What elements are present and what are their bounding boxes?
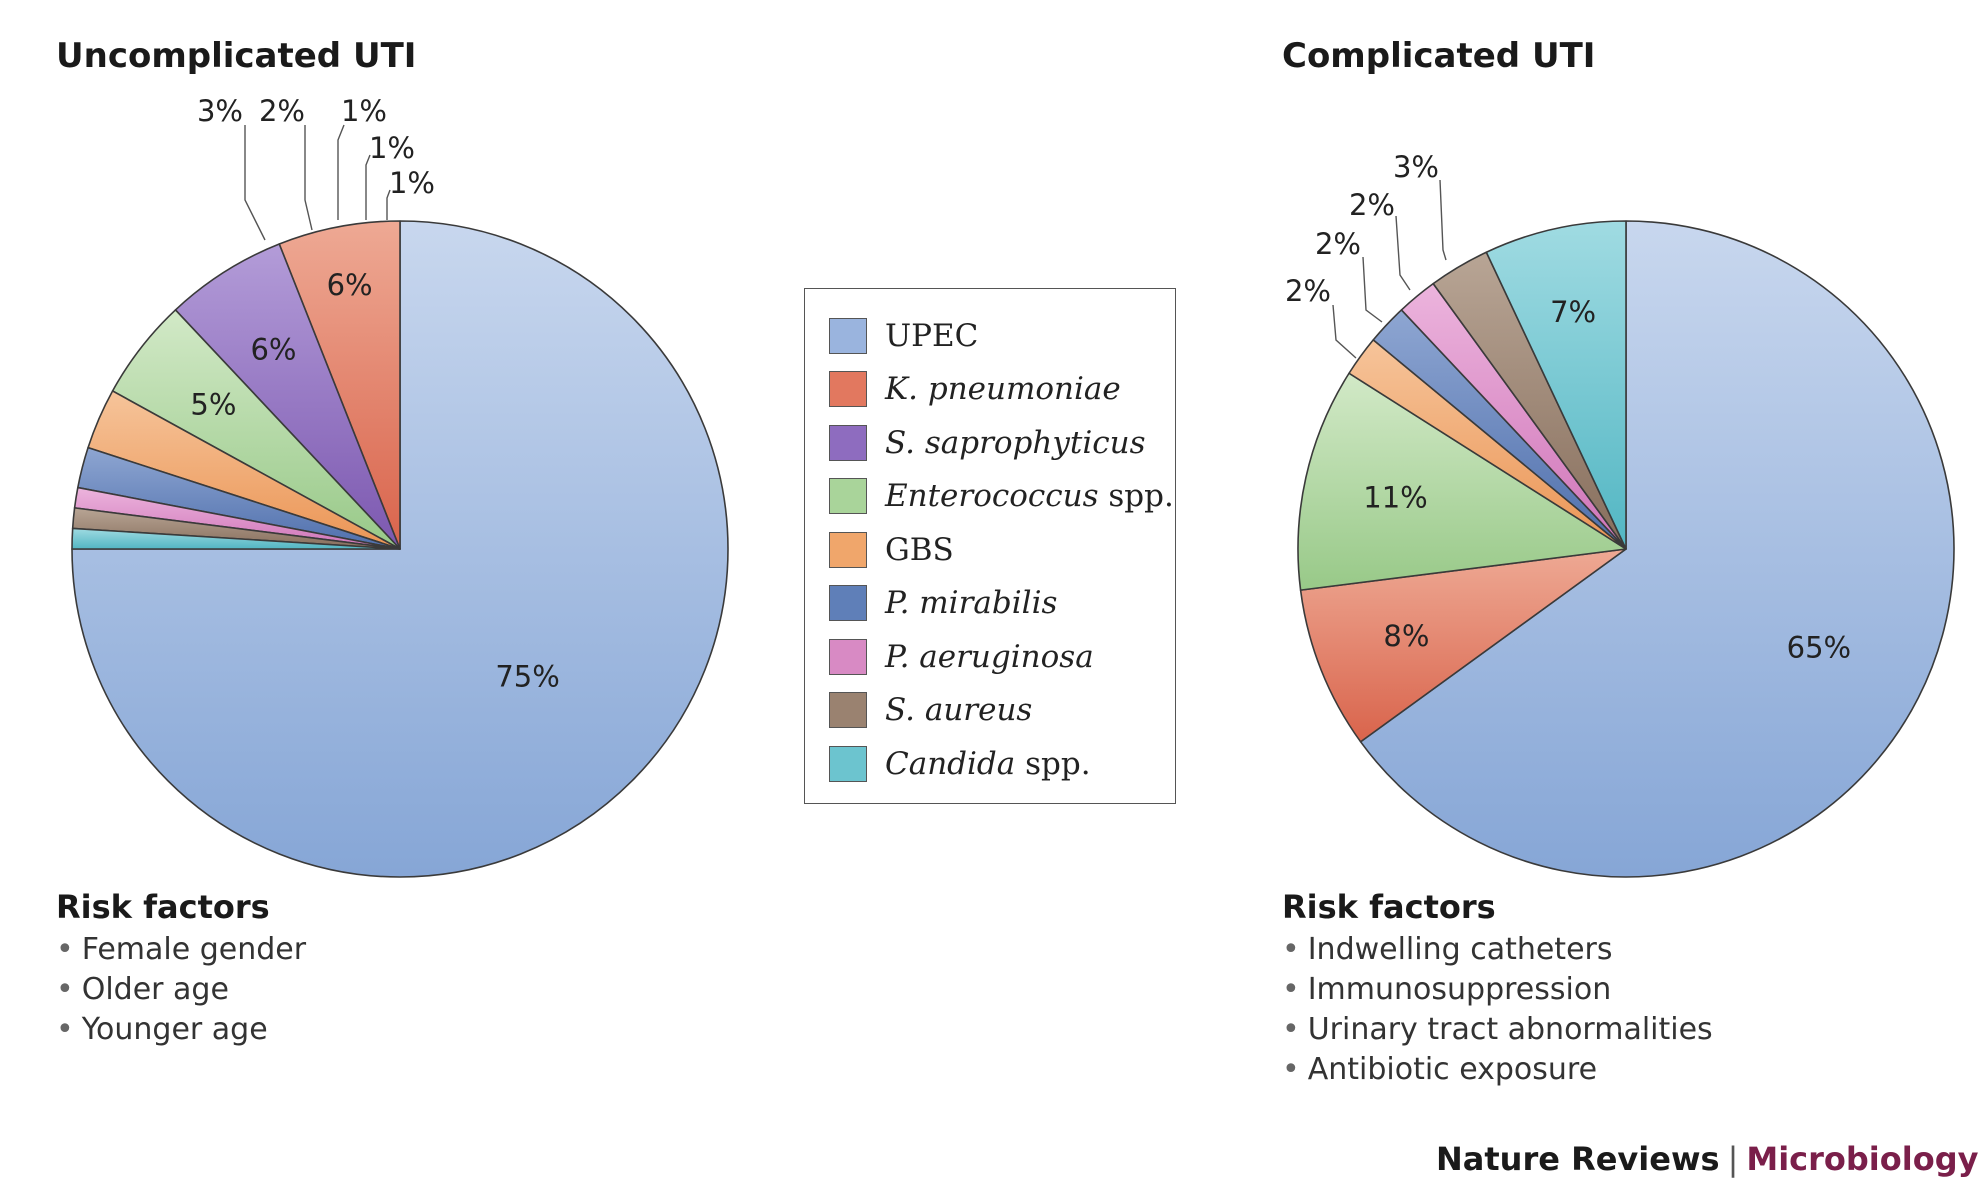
legend-label-gbs: GBS [885, 531, 954, 568]
legend-label-k-pneumoniae: K. pneumoniae [885, 371, 1121, 408]
legend-item-s-aureus: S. aureus [829, 684, 1175, 738]
slice-label-gbs: 3% [197, 94, 243, 128]
legend-swatch-s-saprophyticus [829, 424, 867, 461]
legend-label-p-aeruginosa: P. aeruginosa [885, 638, 1094, 675]
callout-line-gbs [244, 125, 266, 241]
callout-line-p-mirabilis [1362, 256, 1383, 323]
journal-name: Nature Reviews [1436, 1140, 1720, 1178]
slice-label-p-aeruginosa: 2% [1349, 188, 1395, 222]
chart-title-uncomplicated: Uncomplicated UTI [56, 36, 417, 76]
risk-title-complicated: Risk factors [1282, 888, 1496, 926]
legend-label-p-mirabilis: P. mirabilis [885, 585, 1058, 622]
chart-title-complicated: Complicated UTI [1282, 36, 1596, 76]
legend-swatch-enterococcus [829, 478, 867, 515]
risk-item: Urinary tract abnormalities [1282, 1010, 1713, 1050]
slice-label-candida-spp: 1% [389, 166, 435, 200]
pie-slice-candida-spp [71, 527, 401, 550]
callout-line-p-aeruginosa [1395, 215, 1411, 291]
callout-line-candida-spp [386, 189, 391, 220]
legend-item-enterococcus: Enterococcus spp. [829, 470, 1175, 524]
legend-swatch-candida [829, 745, 867, 782]
risk-item: Immunosuppression [1282, 970, 1713, 1010]
risk-item: Female gender [56, 930, 306, 970]
risk-item: Younger age [56, 1010, 306, 1050]
legend-item-p-mirabilis: P. mirabilis [829, 577, 1175, 631]
legend-item-candida: Candida spp. [829, 737, 1175, 791]
legend-item-p-aeruginosa: P. aeruginosa [829, 630, 1175, 684]
legend-item-gbs: GBS [829, 523, 1175, 577]
legend-item-k-pneumoniae: K. pneumoniae [829, 363, 1175, 417]
slice-label-p-aeruginosa: 1% [341, 94, 387, 128]
legend-label-s-aureus: S. aureus [885, 692, 1033, 729]
legend-swatch-k-pneumoniae [829, 371, 867, 408]
slice-label-s-saprophyticus: 6% [250, 333, 296, 367]
callout-line-p-aeruginosa [337, 124, 345, 220]
pie-slice-candida-spp [1485, 220, 1627, 550]
legend-swatch-gbs [829, 531, 867, 568]
callout-line-s-aureus [365, 154, 371, 220]
risk-list-complicated: Indwelling catheters Immunosuppression U… [1282, 930, 1713, 1090]
legend-label-upec: UPEC [885, 317, 979, 354]
legend-label-s-saprophyticus: S. saprophyticus [885, 424, 1146, 461]
pie-slice-upec [71, 220, 729, 878]
callout-line-s-aureus [1439, 179, 1447, 261]
journal-separator: | [1727, 1140, 1739, 1178]
risk-item: Antibiotic exposure [1282, 1050, 1713, 1090]
slice-label-upec: 75% [495, 660, 559, 694]
risk-factors-complicated: Risk factors Indwelling catheters Immuno… [1282, 888, 1713, 1090]
slice-label-enterococcus-spp: 11% [1363, 481, 1427, 515]
legend-label-enterococcus: Enterococcus spp. [885, 478, 1174, 515]
slice-label-s-aureus: 3% [1393, 150, 1439, 184]
pie-slice-k-pneumoniae [1299, 548, 1627, 743]
risk-item: Older age [56, 970, 306, 1010]
slice-label-p-mirabilis: 2% [1315, 227, 1361, 261]
pie-slice-enterococcus-spp [1297, 372, 1627, 591]
pie-slice-s-saprophyticus [174, 243, 401, 550]
slice-label-s-aureus: 1% [369, 131, 415, 165]
legend-label-candida: Candida spp. [885, 745, 1091, 782]
pie-slice-k-pneumoniae [278, 220, 401, 550]
risk-item: Indwelling catheters [1282, 930, 1713, 970]
journal-credit: Nature Reviews | Microbiology [1436, 1140, 1978, 1178]
slice-label-k-pneumoniae: 6% [327, 268, 373, 302]
legend-swatch-upec [829, 317, 867, 354]
slice-label-k-pneumoniae: 8% [1383, 619, 1429, 653]
slice-label-enterococcus-spp: 5% [190, 387, 236, 421]
slice-label-p-mirabilis: 2% [259, 94, 305, 128]
legend: UPEC K. pneumoniae S. saprophyticus Ente… [804, 288, 1176, 804]
slice-label-upec: 65% [1787, 630, 1851, 664]
legend-swatch-p-aeruginosa [829, 638, 867, 675]
slice-label-candida-spp: 7% [1550, 295, 1596, 329]
legend-item-s-saprophyticus: S. saprophyticus [829, 416, 1175, 470]
legend-item-upec: UPEC [829, 309, 1175, 363]
pie-slice-upec [1359, 220, 1955, 878]
slice-label-gbs: 2% [1285, 274, 1331, 308]
risk-list-uncomplicated: Female gender Older age Younger age [56, 930, 306, 1050]
legend-swatch-p-mirabilis [829, 585, 867, 622]
journal-section: Microbiology [1746, 1140, 1979, 1178]
risk-factors-uncomplicated: Risk factors Female gender Older age You… [56, 888, 306, 1050]
pie-complicated: 65% 8% 11% 2% 2% 2% 3% 7% [1285, 150, 1955, 878]
pie-uncomplicated: 75%6%6%5%3% 2% 1%1%1% [71, 94, 729, 878]
risk-title-uncomplicated: Risk factors [56, 888, 270, 926]
callout-line-gbs [1332, 304, 1357, 359]
legend-swatch-s-aureus [829, 692, 867, 729]
callout-line-p-mirabilis [304, 125, 313, 231]
